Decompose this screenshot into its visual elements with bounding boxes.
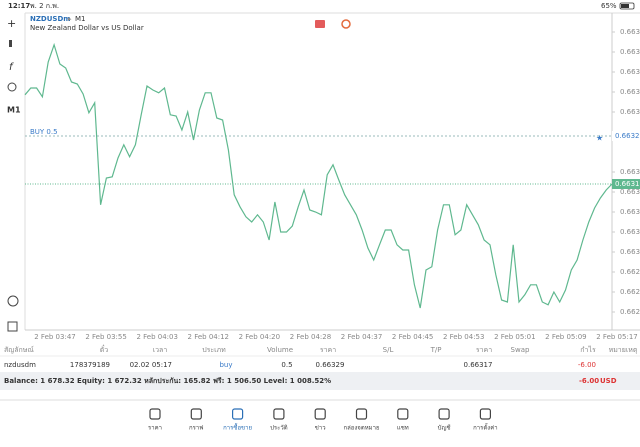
nav-icon[interactable] bbox=[190, 408, 202, 420]
price-line bbox=[24, 42, 613, 309]
order-label: BUY 0.5 bbox=[30, 128, 58, 136]
current-price-label: 0.66317 bbox=[615, 180, 640, 188]
table-header: S/L bbox=[383, 346, 394, 354]
table-header: Volume bbox=[267, 346, 293, 354]
currency: USD bbox=[600, 377, 617, 385]
balance-bar bbox=[0, 372, 640, 390]
timeframe-button[interactable]: M1 bbox=[7, 106, 21, 115]
table-cell[interactable]: buy bbox=[219, 361, 232, 369]
nav-icon[interactable] bbox=[438, 408, 450, 420]
y-tick-label: 0.66355 bbox=[620, 28, 640, 36]
symbol: NZDUSDm bbox=[30, 15, 71, 23]
table-cell[interactable]: 02.02 05:17 bbox=[130, 361, 172, 369]
y-tick-label: 0.66290 bbox=[620, 288, 640, 296]
x-tick-label: 2 Feb 04:20 bbox=[239, 333, 280, 341]
crosshair-tool[interactable]: + bbox=[7, 17, 16, 30]
y-tick-label: 0.66295 bbox=[620, 268, 640, 276]
x-tick-label: 2 Feb 04:45 bbox=[392, 333, 433, 341]
chart-layer: 0.66355 0.66350 0.66345 0.66340 0.66335 0.663… bbox=[24, 28, 640, 341]
nav-label[interactable]: การซื้อขาย bbox=[223, 422, 252, 432]
table-header: กำไร bbox=[580, 345, 596, 354]
x-tick-label: 2 Feb 04:53 bbox=[443, 333, 484, 341]
table-cell[interactable]: nzdusdm bbox=[4, 361, 36, 369]
x-tick-label: 2 Feb 03:55 bbox=[85, 333, 126, 341]
nav-label[interactable]: แชท bbox=[397, 425, 409, 432]
y-tick-label: 0.66285 bbox=[620, 308, 640, 316]
bottom-nav: ราคา กราฟ การซื้อขาย ประวัติ ข่าว กล่องจดหมาย… bbox=[148, 408, 498, 432]
y-tick-label: 0.66315 bbox=[620, 188, 640, 196]
nav-label[interactable]: การตั้งค่า bbox=[473, 422, 497, 432]
nav-label[interactable]: บัญชี bbox=[438, 424, 451, 432]
y-tick-label: 0.66345 bbox=[620, 68, 640, 76]
table-cell[interactable]: -6.00 bbox=[578, 361, 596, 369]
table-header: ตั๋ว bbox=[100, 345, 109, 354]
one-click-trading-icon[interactable] bbox=[315, 20, 325, 28]
zoom-tool[interactable] bbox=[7, 295, 19, 307]
nav-label[interactable]: กราฟ bbox=[189, 425, 203, 432]
table-header: หมายเหตุ bbox=[609, 346, 638, 354]
status-time: 12:17 bbox=[8, 2, 30, 10]
positions-table: สัญลักษณ์ ตั๋ว เวลา ประเภท Volume ราคา S/L T/P ร… bbox=[0, 345, 640, 369]
nav-icon[interactable] bbox=[479, 408, 491, 420]
x-tick-label: 2 Feb 04:03 bbox=[136, 333, 177, 341]
balance-text: Balance: 1 678.32 Equity: 1 672.32 หลักป… bbox=[4, 377, 331, 385]
x-tick-label: 2 Feb 04:28 bbox=[290, 333, 331, 341]
current-price-box bbox=[612, 179, 640, 189]
y-tick-label: 0.66305 bbox=[620, 228, 640, 236]
total-profit: -6.00 bbox=[579, 377, 599, 385]
objects-tool[interactable] bbox=[7, 82, 17, 92]
signal-icon[interactable] bbox=[341, 19, 351, 29]
table-cell[interactable]: 0.5 bbox=[281, 361, 292, 369]
nav-icon[interactable] bbox=[232, 408, 244, 420]
x-tick-label: 2 Feb 05:01 bbox=[494, 333, 535, 341]
table-header: T/P bbox=[430, 346, 442, 354]
nav-icon[interactable] bbox=[355, 408, 368, 420]
table-header: สัญลักษณ์ bbox=[4, 346, 34, 354]
nav-icon[interactable] bbox=[397, 408, 409, 420]
battery-level bbox=[621, 4, 629, 8]
table-header: ราคา bbox=[320, 346, 336, 354]
y-tick-label: 0.66300 bbox=[620, 248, 640, 256]
nav-icon[interactable] bbox=[314, 408, 326, 420]
timeframe: M1 bbox=[75, 15, 86, 23]
x-tick-label: 2 Feb 04:12 bbox=[188, 333, 229, 341]
x-tick-label: 2 Feb 05:17 bbox=[596, 333, 637, 341]
y-tick-label: 0.66350 bbox=[620, 48, 640, 56]
new-order-tool[interactable] bbox=[7, 321, 18, 332]
nav-icon[interactable] bbox=[273, 408, 285, 420]
nav-label[interactable]: ราคา bbox=[148, 425, 162, 432]
y-tick-label: 0.66335 bbox=[620, 108, 640, 116]
table-cell[interactable]: 0.66317 bbox=[464, 361, 493, 369]
nav-label[interactable]: ประวัติ bbox=[270, 425, 288, 432]
table-header: ราคา bbox=[476, 346, 492, 354]
table-cell[interactable]: 178379189 bbox=[70, 361, 110, 369]
table-cell[interactable]: 0.66329 bbox=[316, 361, 345, 369]
indicator-tool[interactable]: f bbox=[9, 62, 14, 73]
candles-tool[interactable] bbox=[9, 40, 12, 47]
status-date: พ. 2 ก.พ. bbox=[30, 2, 59, 10]
table-header: ประเภท bbox=[202, 346, 226, 354]
separator: ▸ bbox=[68, 15, 72, 23]
table-header: เวลา bbox=[153, 346, 168, 354]
description: New Zealand Dollar vs US Dollar bbox=[30, 24, 144, 32]
nav-icon[interactable] bbox=[149, 408, 161, 420]
x-tick-label: 2 Feb 05:09 bbox=[545, 333, 586, 341]
battery-icon bbox=[619, 2, 635, 10]
nav-label[interactable]: ข่าว bbox=[315, 425, 326, 432]
order-star: ★ bbox=[596, 134, 603, 143]
status-battery: 65% bbox=[601, 2, 617, 10]
y-tick-label: 0.66310 bbox=[620, 208, 640, 216]
table-header: Swap bbox=[511, 346, 530, 354]
nav-label[interactable]: กล่องจดหมาย bbox=[343, 425, 379, 432]
x-tick-label: 2 Feb 04:37 bbox=[341, 333, 382, 341]
y-tick-label: 0.66340 bbox=[620, 88, 640, 96]
order-price-box bbox=[612, 131, 640, 141]
x-tick-label: 2 Feb 03:47 bbox=[34, 333, 75, 341]
order-price-label: 0.66329 bbox=[615, 132, 640, 140]
